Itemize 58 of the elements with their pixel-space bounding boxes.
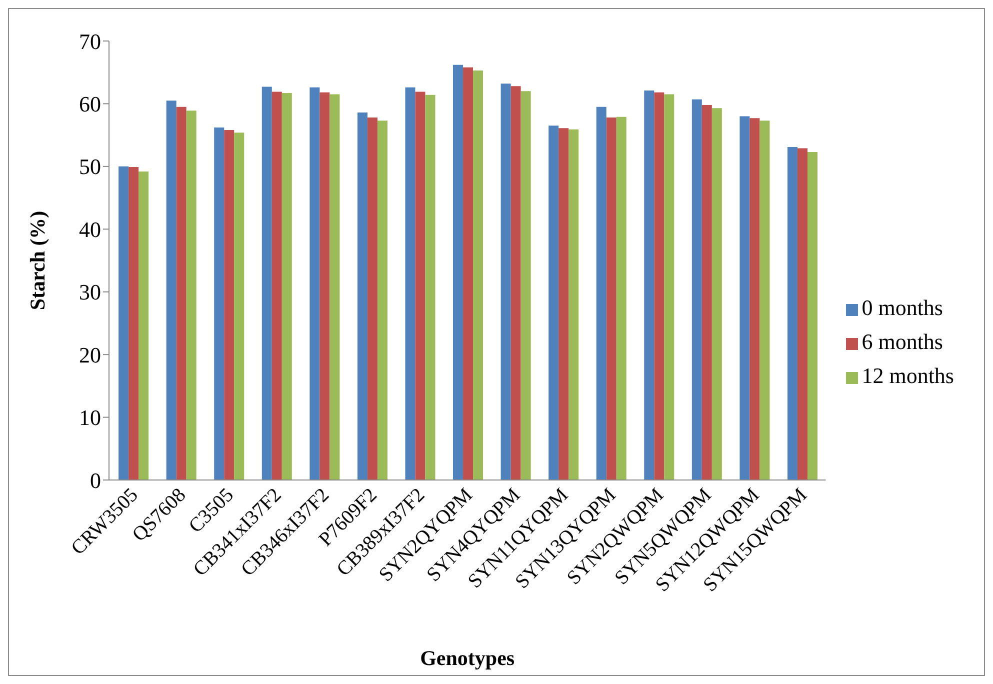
bar	[357, 112, 368, 480]
bar	[510, 86, 521, 480]
bar	[797, 148, 808, 480]
bar	[520, 91, 531, 480]
y-tick-label: 20	[79, 342, 101, 368]
bar	[807, 152, 818, 480]
bar	[664, 94, 674, 480]
y-axis-title: Starch (%)	[25, 210, 50, 310]
y-tick-label: 30	[79, 280, 101, 305]
bar	[320, 92, 330, 480]
legend-label: 6 months	[862, 329, 943, 354]
bar	[377, 120, 388, 480]
bar	[128, 167, 139, 480]
bar	[176, 106, 186, 480]
bar	[712, 108, 722, 480]
y-tick-label: 70	[79, 28, 101, 54]
bar	[568, 129, 579, 480]
bar	[214, 128, 224, 480]
bar	[367, 118, 378, 480]
bar	[425, 94, 436, 480]
x-axis-title: Genotypes	[420, 646, 515, 670]
bar	[262, 86, 272, 480]
bar	[654, 92, 664, 480]
bar	[616, 116, 626, 480]
bar	[330, 94, 340, 480]
bar	[558, 128, 569, 480]
legend-label: 0 months	[862, 295, 943, 320]
y-tick-label: 0	[90, 468, 101, 493]
y-tick-label: 40	[79, 216, 101, 242]
bar	[282, 93, 292, 480]
bar	[405, 87, 416, 480]
bar	[138, 171, 149, 480]
bar	[224, 130, 234, 480]
y-tick-label: 60	[79, 92, 101, 117]
bar	[186, 110, 196, 480]
bar	[272, 92, 282, 480]
bar	[234, 132, 244, 480]
bar	[702, 104, 712, 480]
bar	[548, 126, 559, 480]
bar	[453, 64, 464, 480]
bar	[596, 106, 606, 480]
bar	[118, 166, 129, 480]
bar	[606, 118, 616, 480]
bar	[760, 120, 770, 480]
bar	[750, 118, 760, 480]
bar	[692, 99, 702, 480]
bar	[500, 84, 511, 480]
bar	[644, 90, 654, 480]
bar	[787, 146, 798, 480]
bar	[166, 100, 176, 480]
bar	[463, 67, 474, 480]
legend-label: 12 months	[862, 363, 954, 388]
y-tick-label: 10	[79, 405, 101, 430]
bar	[740, 116, 750, 480]
bar	[473, 70, 484, 480]
y-tick-label: 50	[79, 154, 101, 180]
bar	[415, 92, 426, 480]
bar	[310, 87, 320, 480]
